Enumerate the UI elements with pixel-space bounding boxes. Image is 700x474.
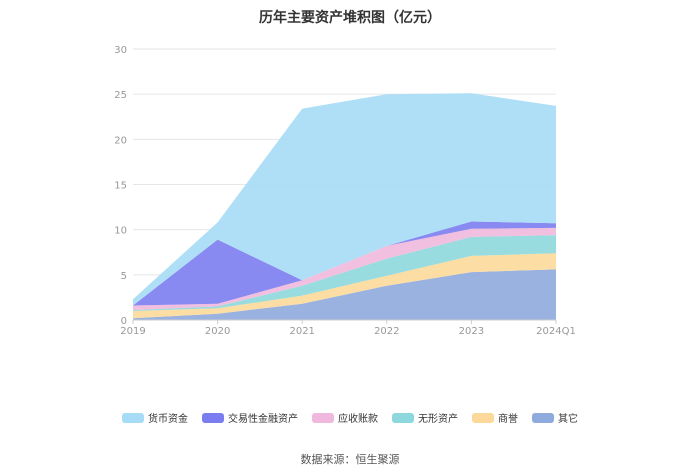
legend-swatch xyxy=(202,412,224,423)
area-series-3 xyxy=(133,227,556,311)
x-tick-label: 2024Q1 xyxy=(536,326,576,337)
legend-label: 商誉 xyxy=(498,414,518,425)
area-series-4 xyxy=(133,221,556,306)
legend-swatch xyxy=(392,412,414,423)
legend-swatch xyxy=(532,412,554,423)
legend-label: 其它 xyxy=(558,414,578,425)
x-tick-label: 2022 xyxy=(374,326,399,337)
legend-item[interactable]: 货币资金 xyxy=(122,410,188,425)
legend-item[interactable]: 其它 xyxy=(532,410,578,425)
y-tick-label: 0 xyxy=(121,316,127,327)
y-tick-label: 10 xyxy=(114,226,127,237)
x-tick-label: 2020 xyxy=(205,326,230,337)
y-tick-label: 25 xyxy=(114,90,127,101)
area-series-1 xyxy=(133,253,556,319)
legend-item[interactable]: 无形资产 xyxy=(392,410,458,425)
x-tick-label: 2023 xyxy=(459,326,484,337)
legend-label: 货币资金 xyxy=(148,414,188,425)
legend-swatch xyxy=(472,412,494,423)
area-series xyxy=(133,93,556,320)
legend-item[interactable]: 交易性金融资产 xyxy=(202,410,298,425)
legend-label: 应收账款 xyxy=(338,414,378,425)
y-tick-label: 5 xyxy=(121,271,127,282)
y-tick-label: 20 xyxy=(114,135,127,146)
area-series-5 xyxy=(133,93,556,306)
y-tick-label: 15 xyxy=(114,181,127,192)
legend-label: 交易性金融资产 xyxy=(228,414,298,425)
axes: 0 5 10 15 20 25 30 2019 2020 2021 2022 2023 2024Q1 xyxy=(114,45,576,337)
area-series-2 xyxy=(133,235,556,311)
legend: 货币资金 交易性金融资产 应收账款 无形资产 商誉 其它 xyxy=(0,410,700,425)
legend-item[interactable]: 商誉 xyxy=(472,410,518,425)
legend-item[interactable]: 应收账款 xyxy=(312,410,378,425)
data-source: 数据来源：恒生聚源 xyxy=(300,453,400,466)
x-tick-label: 2019 xyxy=(120,326,145,337)
y-tick-label: 30 xyxy=(114,45,127,56)
x-tick-label: 2021 xyxy=(289,326,314,337)
chart-title: 历年主要资产堆积图（亿元） xyxy=(259,10,441,26)
legend-label: 无形资产 xyxy=(418,414,458,425)
legend-swatch xyxy=(122,412,144,423)
legend-swatch xyxy=(312,412,334,423)
